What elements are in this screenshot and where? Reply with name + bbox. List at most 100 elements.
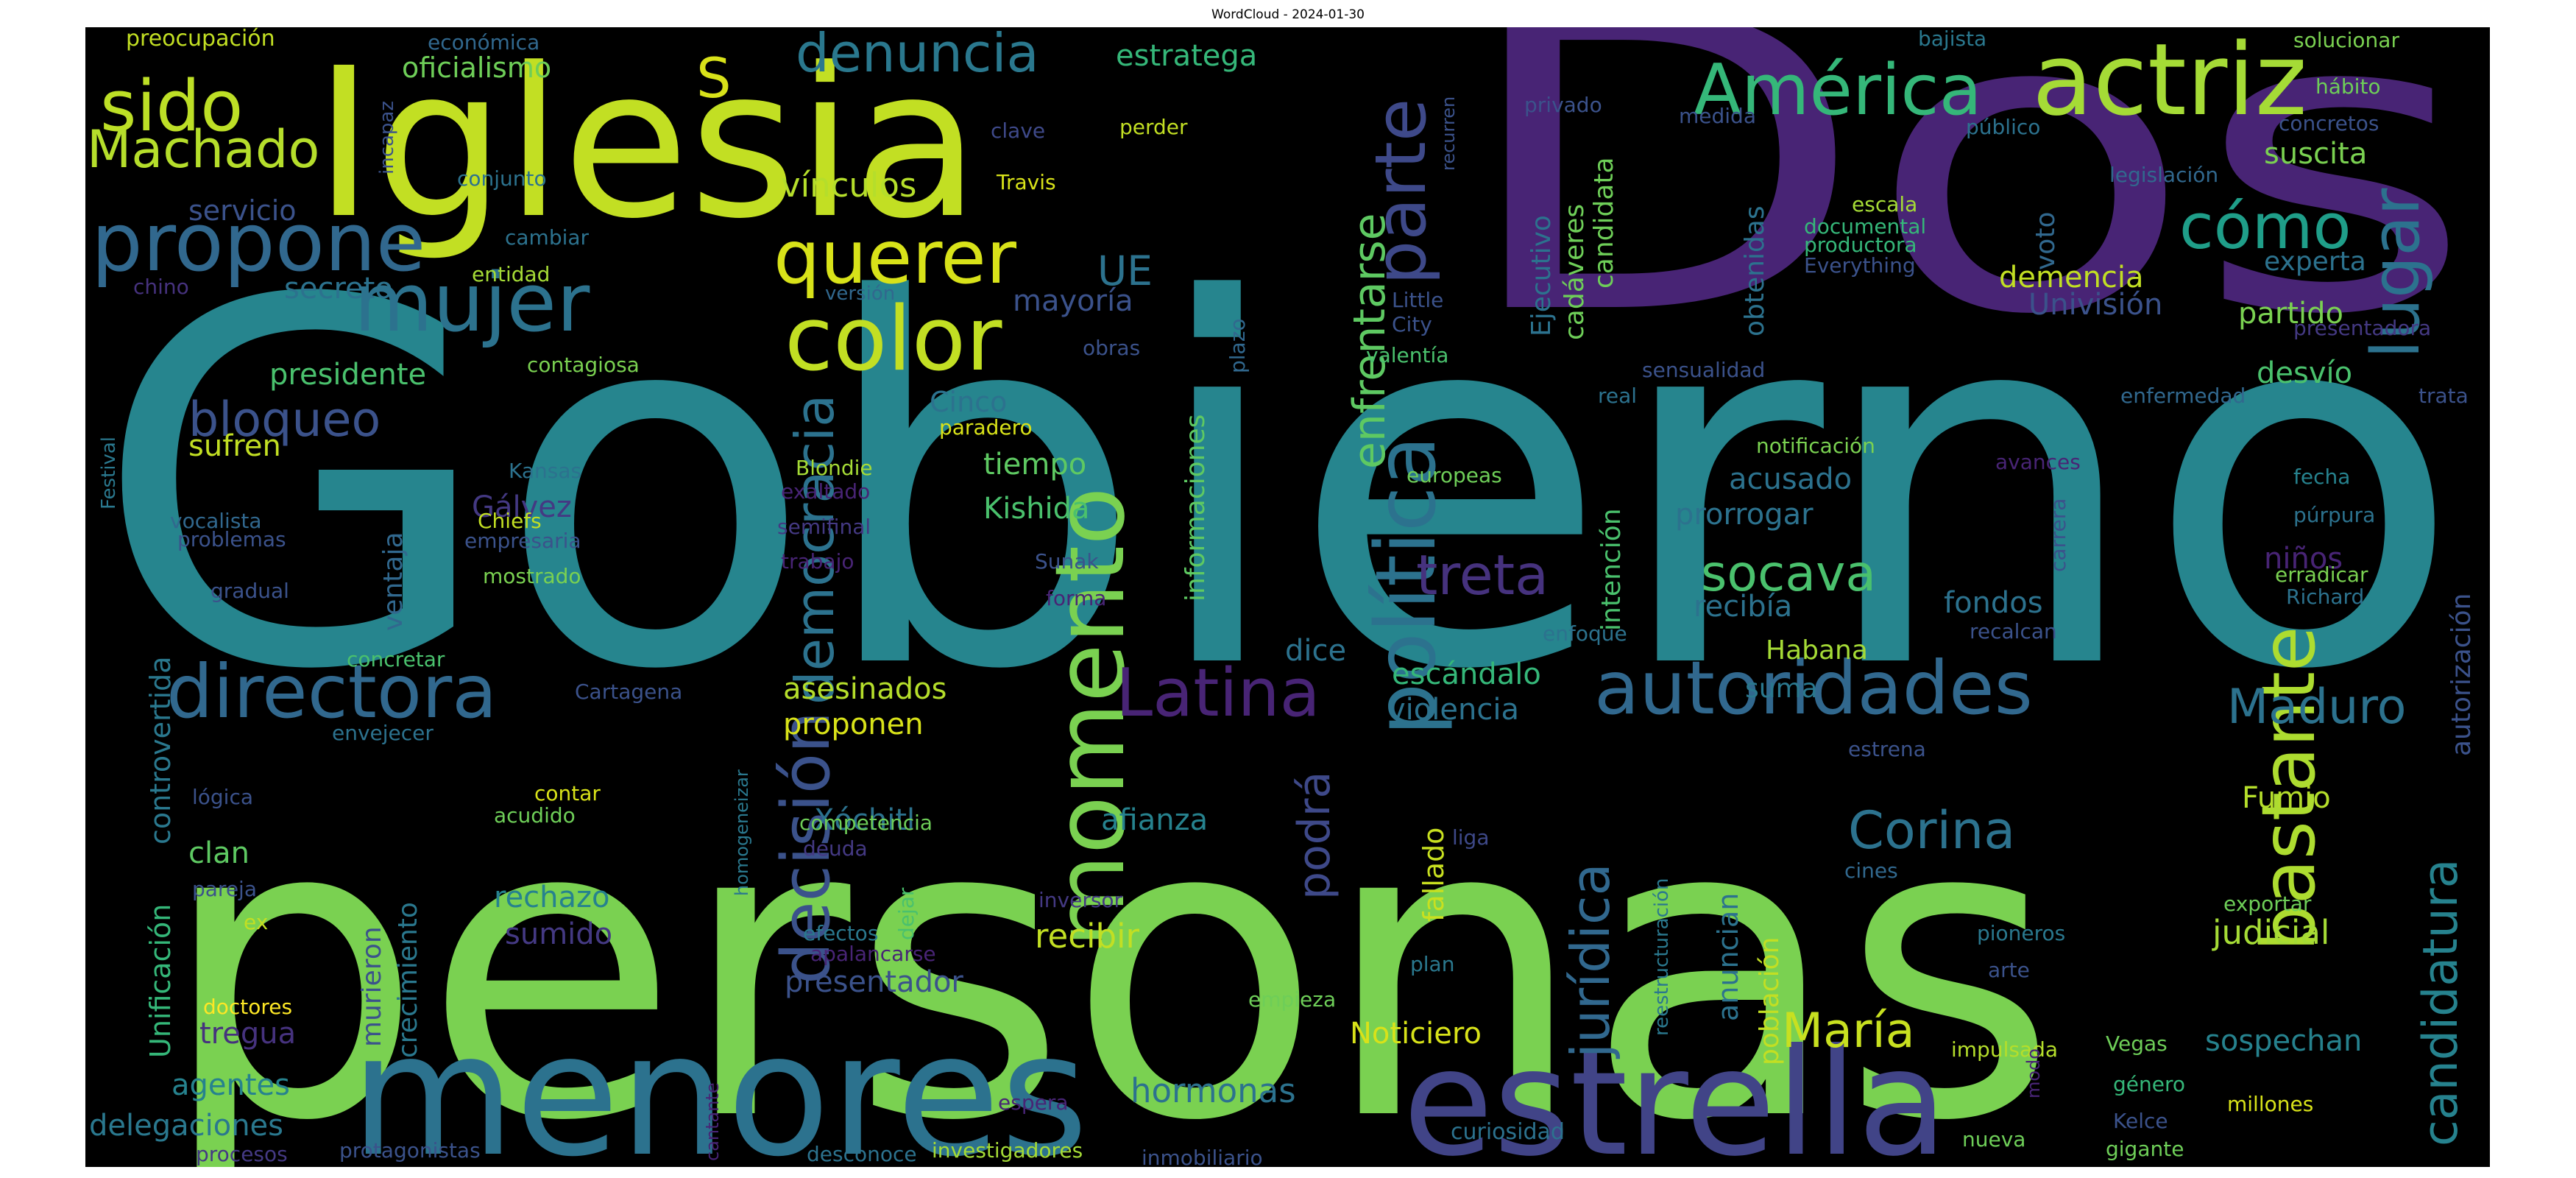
word-agentes: agentes <box>171 1068 290 1102</box>
word-documental: documental <box>1804 214 1926 239</box>
word-parte: parte <box>1361 99 1442 285</box>
word-denuncia: denuncia <box>796 27 1039 84</box>
word-estrella: estrella <box>1403 1017 1947 1167</box>
word-plan: plan <box>1410 952 1454 976</box>
word-cantante: cantante <box>702 1082 723 1161</box>
word-dice: dice <box>1285 634 1346 668</box>
word-gobierno: Gobierno <box>93 196 2463 779</box>
word-maria: María <box>1782 1004 1915 1059</box>
word-acudido: acudido <box>494 803 576 828</box>
word-doctores: doctores <box>203 995 292 1019</box>
word-erradicar: erradicar <box>2275 562 2368 587</box>
word-dejar: dejar <box>894 887 919 940</box>
word-secreto: secreto <box>284 272 393 306</box>
word-exaltado: exaltado <box>781 479 870 504</box>
word-protagonistas: protagonistas <box>339 1138 481 1163</box>
word-delegaciones: delegaciones <box>89 1109 283 1143</box>
word-gigante: gigante <box>2106 1137 2184 1161</box>
word-valentia: valentía <box>1366 343 1448 367</box>
word-desconoce: desconoce <box>807 1142 917 1166</box>
word-publico: público <box>1966 115 2040 139</box>
word-cloud: Gobierno personas Dos Iglesia menores estrell… <box>85 27 2490 1167</box>
word-bastante: bastante <box>2246 627 2332 951</box>
word-prorrogar: prorrogar <box>1675 498 1814 532</box>
word-mayoria: mayoría <box>1013 284 1133 318</box>
word-empresaria: empresaria <box>464 529 581 553</box>
word-oficialismo: oficialismo <box>402 52 551 84</box>
word-demencia: demencia <box>1999 261 2144 294</box>
word-deuda: deuda <box>803 836 868 861</box>
word-cadaveres: cadáveres <box>1560 204 1590 340</box>
chart-title: WordCloud - 2024-01-30 <box>1211 7 1365 22</box>
word-europeas: europeas <box>1406 463 1502 487</box>
word-autorizacion: autorización <box>2446 593 2477 756</box>
word-machado: Machado <box>87 119 319 180</box>
word-directora: directora <box>166 649 497 735</box>
word-habito: hábito <box>2315 74 2381 99</box>
word-fallado: fallado <box>1418 828 1450 922</box>
word-chiefs: Chiefs <box>478 509 542 533</box>
word-habana: Habana <box>1766 635 1868 666</box>
word-recibir: recibir <box>1035 917 1140 956</box>
word-travis: Travis <box>996 170 1056 194</box>
word-little: Little <box>1392 288 1443 312</box>
word-como: cómo <box>2179 191 2352 264</box>
word-logica: lógica <box>192 785 253 809</box>
word-clan: clan <box>188 836 250 870</box>
word-momento: momento <box>1034 487 1146 948</box>
word-kishida: Kishida <box>983 492 1090 526</box>
word-festival: Festival <box>98 437 120 509</box>
word-noticiero: Noticiero <box>1350 1017 1482 1051</box>
word-s: S <box>696 46 732 110</box>
word-actriz: actriz <box>2032 27 2307 138</box>
word-reestructuracion: reestructuración <box>1651 878 1673 1036</box>
word-blondie: Blondie <box>796 456 873 480</box>
word-plazo: plazo <box>1225 318 1250 373</box>
word-nueva: nueva <box>1962 1127 2025 1151</box>
word-city: City <box>1392 312 1432 336</box>
word-recurren: recurren <box>1438 96 1459 171</box>
word-impulsada: impulsada <box>1951 1037 2058 1062</box>
word-violencia: violencia <box>1388 693 1519 727</box>
word-personas: personas <box>159 731 2058 1167</box>
word-genero: género <box>2113 1072 2185 1096</box>
word-hormonas: hormonas <box>1130 1071 1296 1110</box>
word-menores: menores <box>350 998 1089 1167</box>
word-mujer: mujer <box>354 255 590 350</box>
word-purpura: púrpura <box>2293 503 2375 527</box>
word-cartagena: Cartagena <box>575 680 682 704</box>
word-escandalo: escándalo <box>1392 657 1541 691</box>
word-anuncian: anuncian <box>1712 893 1744 1021</box>
word-iglesia: Iglesia <box>314 27 980 264</box>
word-curiosidad: curiosidad <box>1451 1119 1565 1145</box>
word-maduro: Maduro <box>2227 680 2406 735</box>
word-asesinados: asesinados <box>783 672 946 706</box>
word-economica: económica <box>428 30 539 54</box>
word-notificacion: notificación <box>1756 434 1875 458</box>
word-presentadora: presentadora <box>2293 316 2431 340</box>
word-procesos: procesos <box>196 1142 288 1166</box>
word-pareja: pareja <box>192 877 257 901</box>
word-cambiar: cambiar <box>505 225 590 250</box>
word-escala: escala <box>1852 192 1917 216</box>
word-gradual: gradual <box>210 579 289 603</box>
word-decision: decisión <box>768 711 845 984</box>
word-tiempo: tiempo <box>983 448 1086 482</box>
word-recalcan: recalcan <box>1970 619 2057 643</box>
word-liga: liga <box>1452 825 1490 850</box>
word-carrera: carrera <box>2046 498 2070 572</box>
word-medida: medida <box>1679 104 1756 128</box>
word-experta: experta <box>2264 247 2366 277</box>
word-ejecutivo: Ejecutivo <box>1526 215 1557 336</box>
word-politica: política <box>1359 436 1454 736</box>
word-sospechan: sospechan <box>2205 1024 2362 1058</box>
word-crecimiento: crecimiento <box>393 902 423 1058</box>
word-ninos: niños <box>2264 542 2343 576</box>
word-cines: cines <box>1844 858 1898 883</box>
word-socava: socava <box>1701 545 1876 603</box>
word-autoridades: autoridades <box>1594 645 2033 731</box>
word-fondos: fondos <box>1944 586 2043 620</box>
word-partido: partido <box>2238 297 2343 331</box>
word-apalancarse: apalancarse <box>810 942 936 966</box>
